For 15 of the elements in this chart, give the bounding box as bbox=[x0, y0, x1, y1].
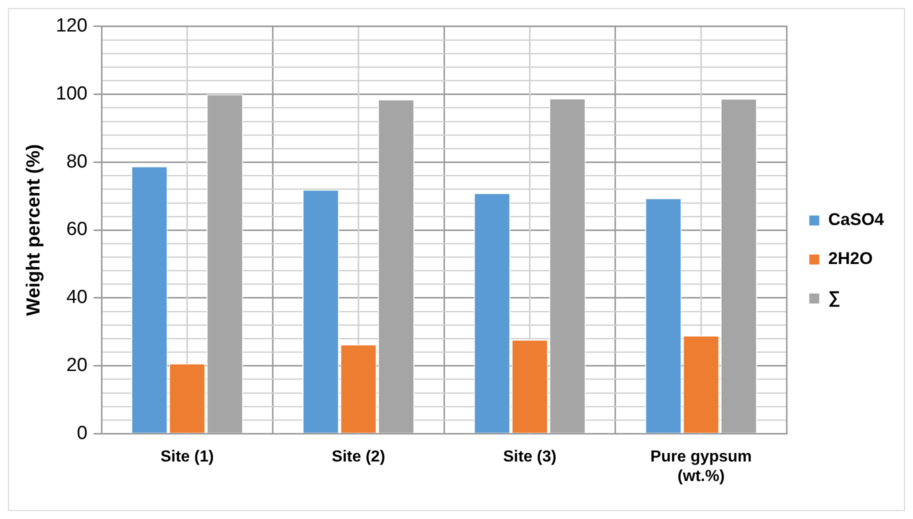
y-tick-label: 100 bbox=[56, 84, 88, 104]
y-tick-label: 80 bbox=[66, 151, 88, 172]
y-tick-label: 60 bbox=[66, 219, 88, 240]
x-tick-label: Site (1) bbox=[160, 448, 214, 466]
y-tick-label: 40 bbox=[66, 287, 88, 308]
legend-label: CaSO4 bbox=[828, 210, 885, 230]
y-tick-label: 120 bbox=[56, 16, 88, 37]
y-tick-label: 20 bbox=[66, 354, 88, 376]
x-tick-label: Pure gypsum (wt.%) bbox=[650, 448, 752, 485]
y-tick-label: 0 bbox=[76, 422, 88, 444]
legend-label: ∑ bbox=[828, 288, 840, 308]
x-tick-label: Site (2) bbox=[332, 448, 386, 466]
x-tick-label: Site (3) bbox=[503, 448, 556, 466]
y-axis-title: Weight percent (%) bbox=[24, 144, 45, 316]
legend-label: 2H2O bbox=[828, 249, 873, 268]
